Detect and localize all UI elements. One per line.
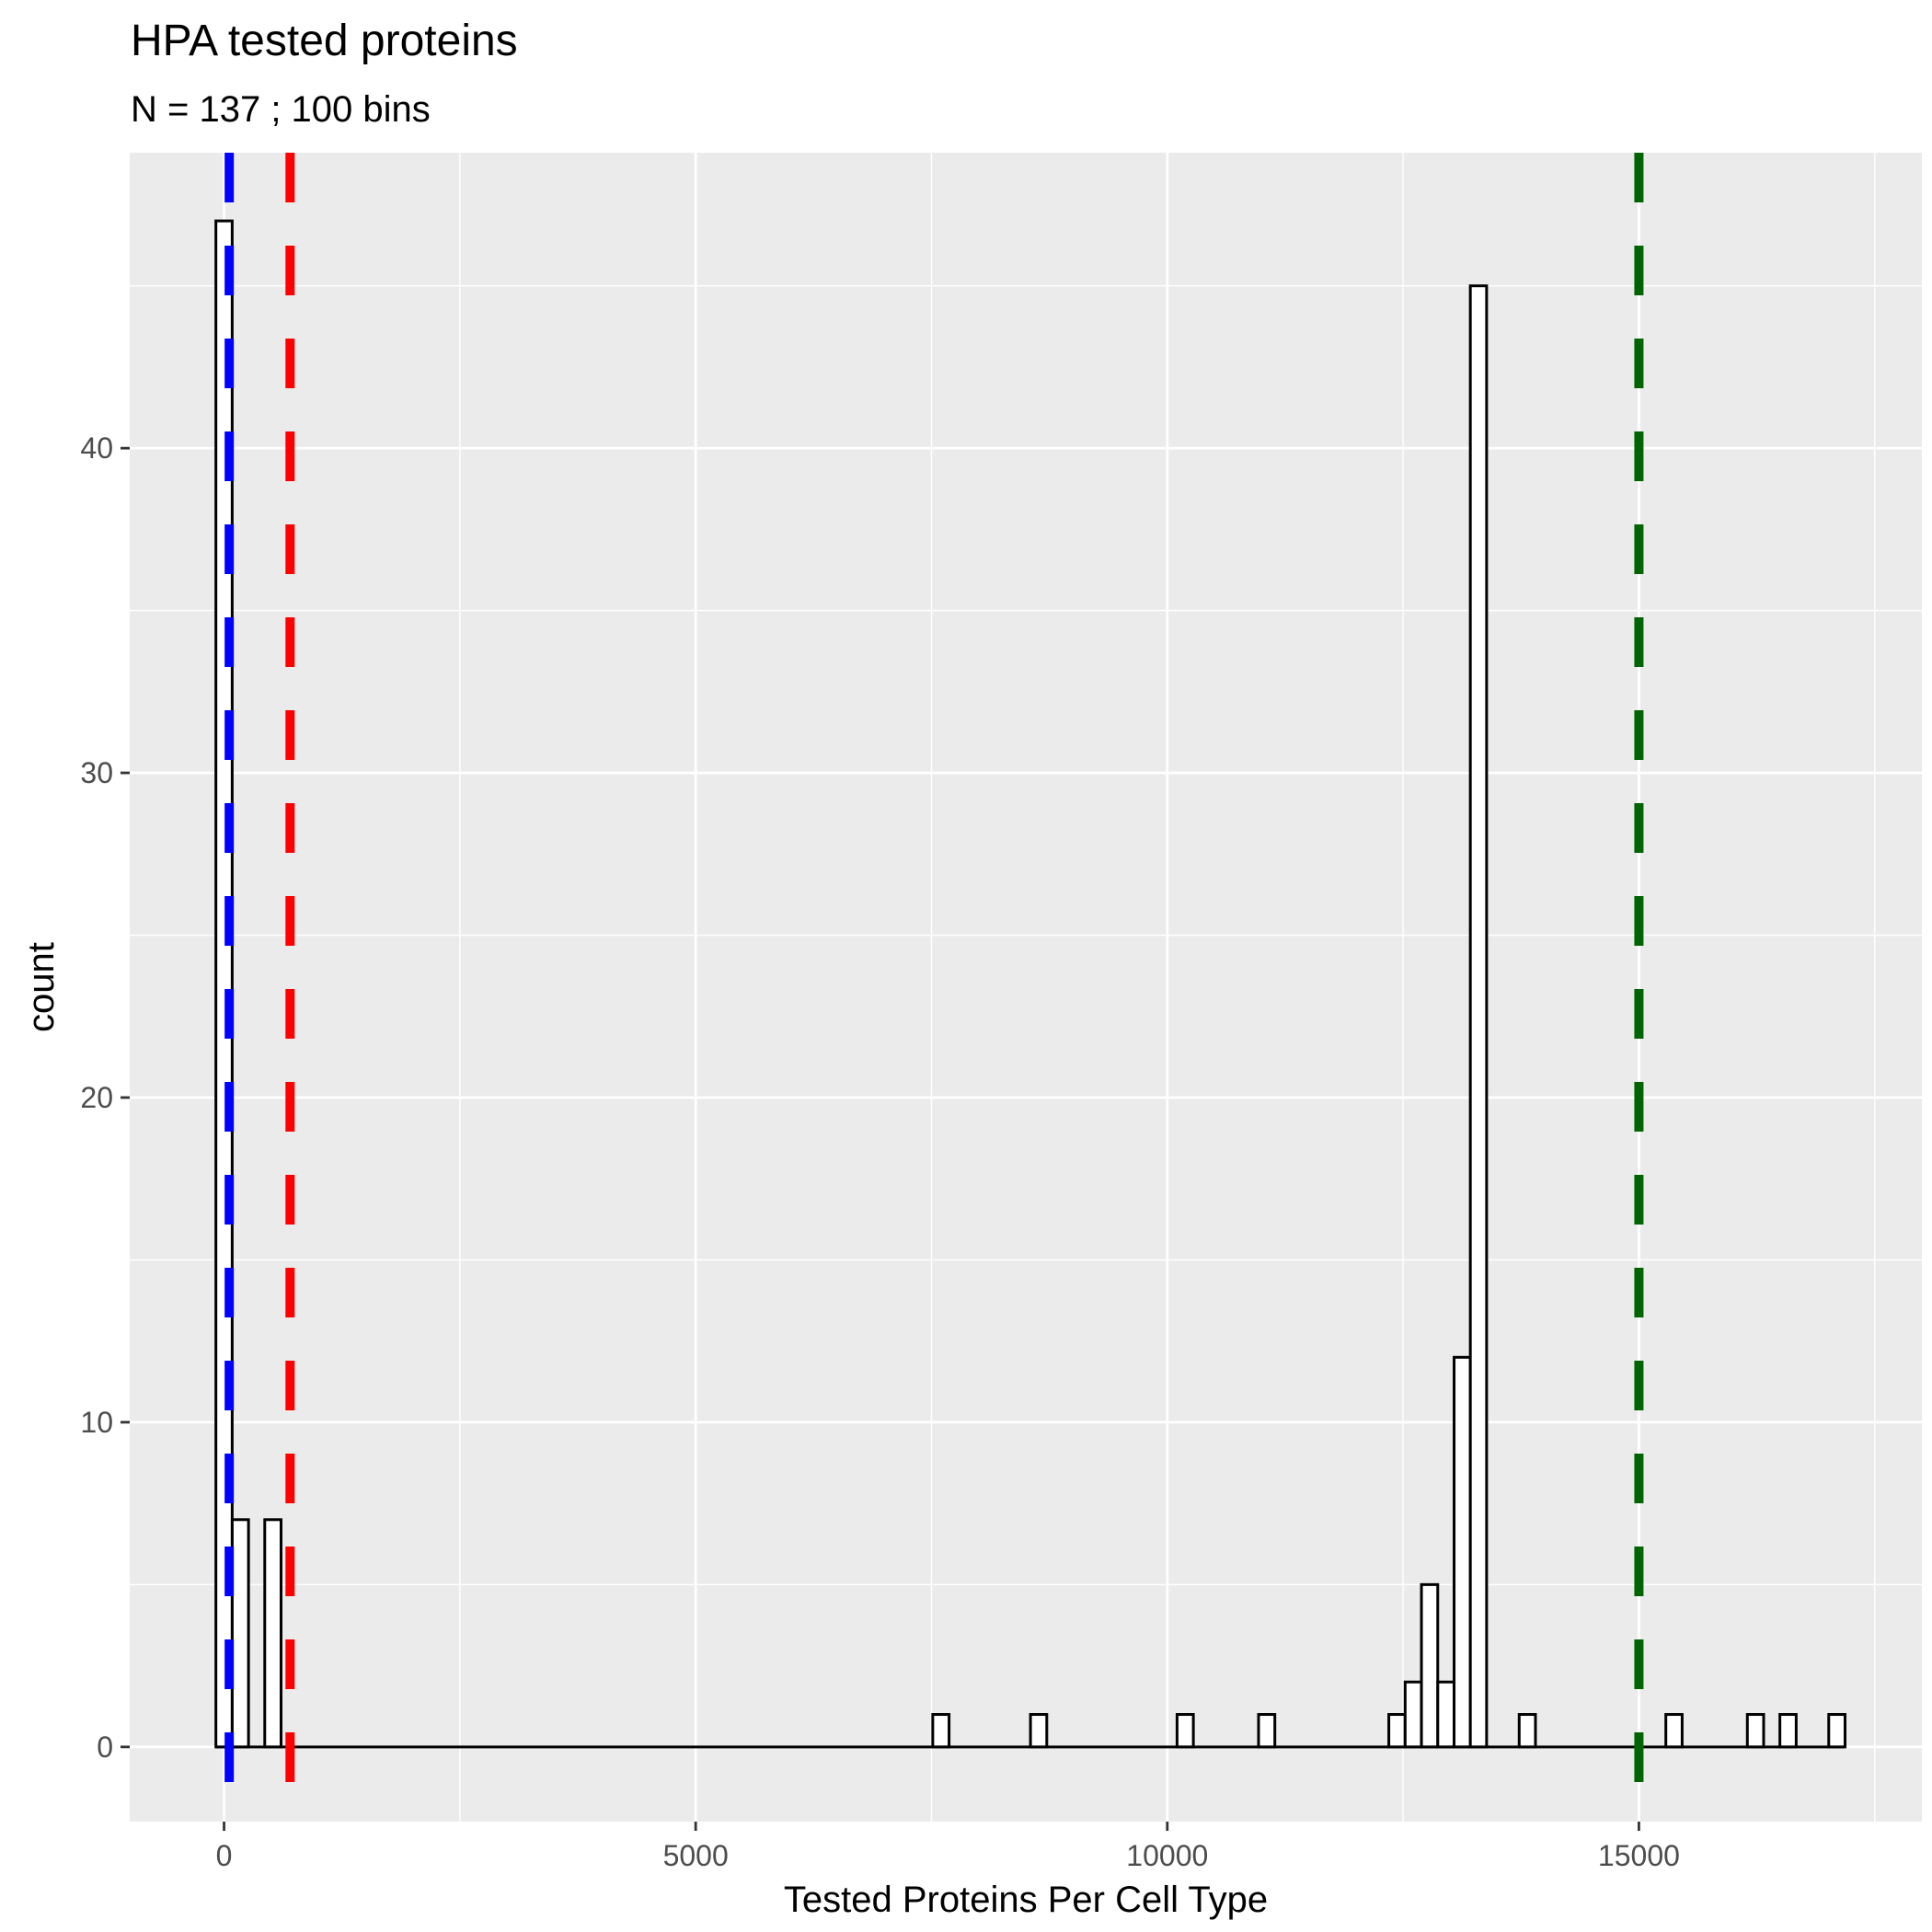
histogram-bar [1778,1713,1798,1749]
histogram-bar [1403,1680,1423,1749]
histogram-bar [1453,1355,1472,1749]
y-tick-label: 10 [80,1406,113,1439]
histogram-bar [263,1518,282,1749]
y-tick-label: 0 [97,1731,113,1764]
x-axis: 0 5000 10000 15000 [216,1822,1680,1872]
x-tick-label: 10000 [1126,1839,1208,1872]
y-axis: 0 10 20 30 40 [80,431,130,1764]
y-axis-title: count [21,942,62,1032]
chart-subtitle: N = 137 ; 100 bins [131,89,431,130]
histogram-bar [1745,1713,1765,1749]
histogram-bar [1175,1713,1195,1749]
x-tick-label: 0 [216,1839,233,1872]
x-tick-label: 15000 [1598,1839,1680,1872]
x-axis-title: Tested Proteins Per Cell Type [784,1880,1268,1920]
y-tick-label: 30 [80,756,113,789]
histogram-bar [1827,1713,1846,1749]
histogram-bar [1436,1680,1456,1749]
histogram-bar [1664,1713,1684,1749]
plot-panel [130,153,1922,1822]
histogram-bar [1420,1582,1440,1749]
chart-title: HPA tested proteins [131,17,518,65]
histogram-bars [214,219,1846,1749]
histogram-bar [931,1713,951,1749]
y-tick-label: 40 [80,431,113,465]
histogram-bar [1517,1713,1537,1749]
histogram-bar [1468,284,1489,1749]
x-tick-label: 5000 [663,1839,729,1872]
y-tick-label: 20 [80,1081,113,1114]
histogram-bar [230,1518,250,1749]
histogram-bar [1029,1713,1049,1749]
histogram-bar [1257,1713,1277,1749]
histogram-bar [1387,1713,1407,1749]
